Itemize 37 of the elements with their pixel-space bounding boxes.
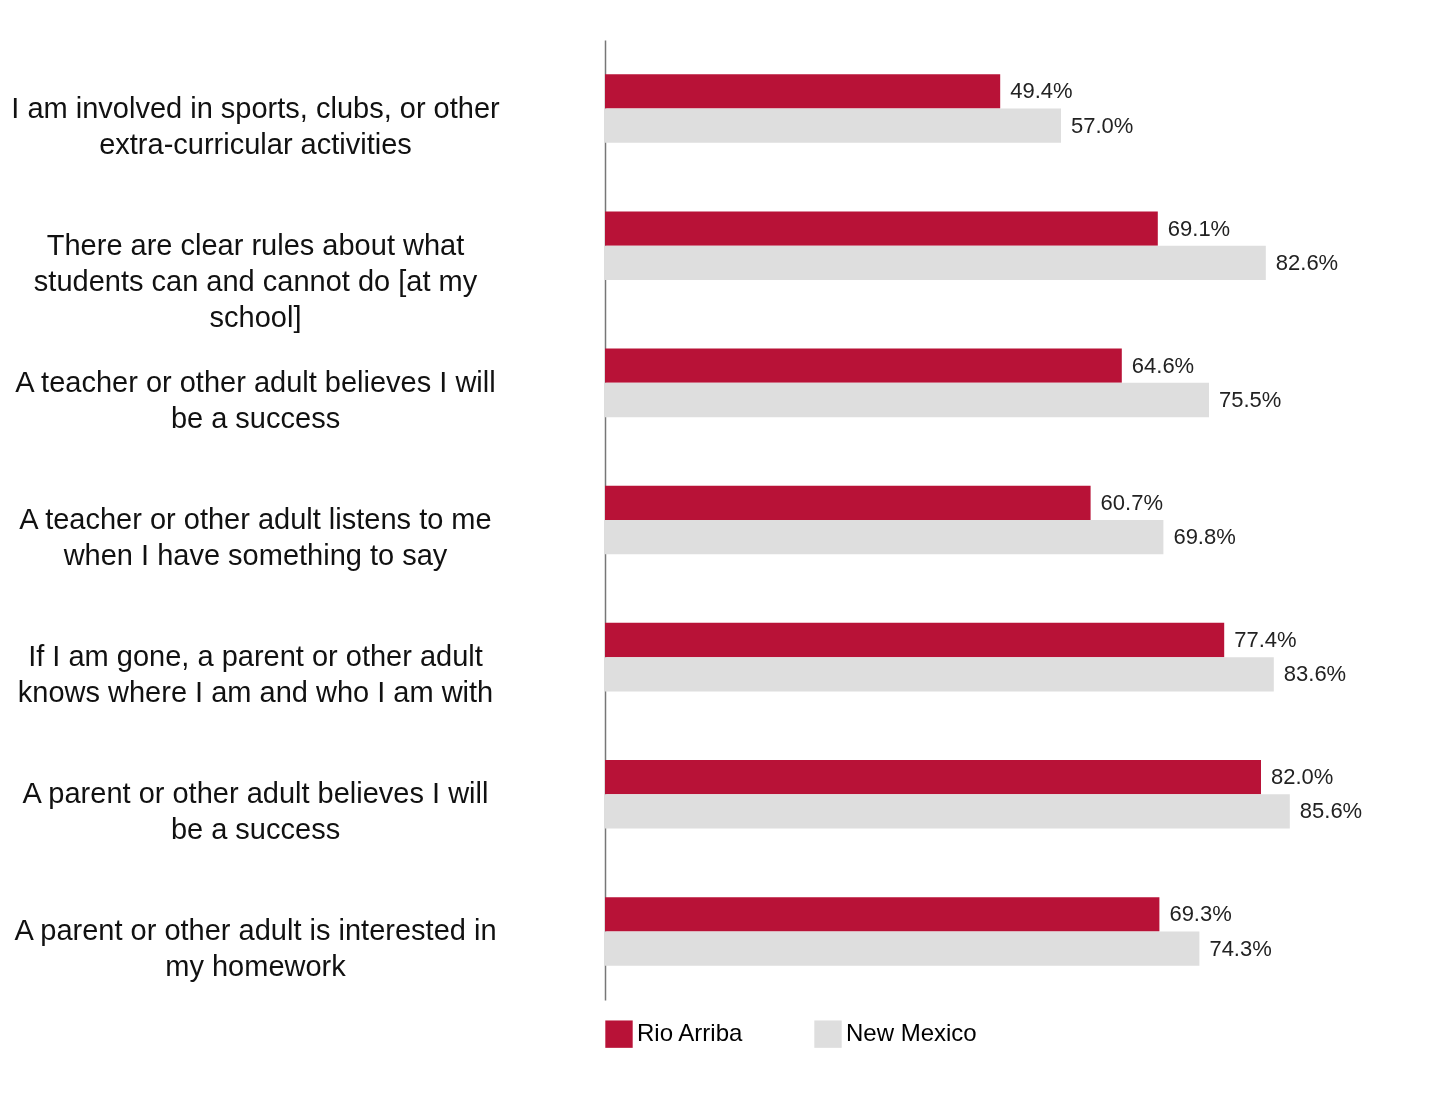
bar: [605, 211, 1158, 246]
bar: [605, 520, 1164, 555]
bar: [605, 74, 1001, 109]
bar: [605, 485, 1091, 520]
y-tick-label: A teacher or other adult listens to me when I have something to say: [19, 503, 492, 571]
data-label: 49.4%: [1010, 78, 1073, 104]
data-label: 83.6%: [1283, 661, 1347, 687]
bar: [605, 108, 1061, 143]
y-tick-label: If I am gone, a parent or other adult knows where I am and who I am with: [17, 640, 494, 709]
y-tick-label: A parent or other adult believes I will be a success: [22, 777, 489, 846]
bar: [605, 794, 1290, 829]
data-label: 75.5%: [1219, 387, 1282, 412]
bar: [605, 760, 1261, 795]
bar: [605, 348, 1122, 383]
bar: [605, 931, 1200, 966]
data-label: 69.3%: [1169, 901, 1232, 927]
data-label: 82.0%: [1271, 764, 1334, 790]
bar: [605, 657, 1274, 692]
data-label: 69.8%: [1173, 524, 1236, 550]
bar: [605, 622, 1225, 658]
data-label: 74.3%: [1209, 935, 1272, 961]
bar: [605, 245, 1266, 280]
data-label: 60.7%: [1100, 489, 1163, 515]
bar: [605, 382, 1209, 418]
y-tick-label: I am involved in sports, clubs, or other extra-curricular activities: [11, 91, 501, 160]
bar: [605, 897, 1160, 932]
data-label: 57.0%: [1071, 112, 1134, 138]
data-label: 85.6%: [1299, 798, 1363, 824]
legend-label: Rio Arriba: [637, 1019, 744, 1047]
legend-label: New Mexico: [846, 1019, 977, 1047]
y-tick-label: A parent or other adult is interested in my homework: [14, 914, 497, 983]
data-label: 82.6%: [1275, 249, 1339, 275]
data-label: 77.4%: [1234, 627, 1297, 652]
data-label: 69.1%: [1167, 215, 1231, 241]
y-tick-label: A teacher or other adult believes I will be a success: [15, 365, 496, 434]
y-tick-label: There are clear rules about what students can and cannot do [at my school]: [33, 228, 478, 333]
data-label: 64.6%: [1131, 352, 1195, 378]
